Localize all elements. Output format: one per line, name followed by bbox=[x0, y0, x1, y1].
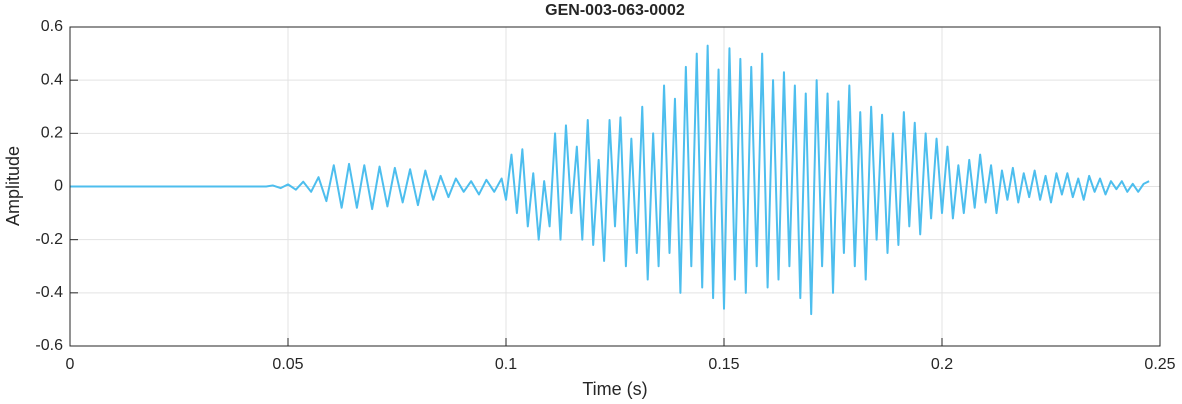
y-tick-label: 0.4 bbox=[41, 71, 63, 88]
x-axis-label: Time (s) bbox=[582, 379, 647, 399]
chart-title: GEN-003-063-0002 bbox=[545, 2, 685, 19]
x-tick-label: 0.15 bbox=[708, 356, 739, 373]
x-tick-label: 0.25 bbox=[1144, 356, 1175, 373]
axes-box bbox=[69, 26, 1161, 347]
y-tick-label: 0.2 bbox=[41, 125, 63, 142]
y-axis-label: Amplitude bbox=[3, 146, 23, 226]
y-tick-label: 0 bbox=[54, 178, 63, 195]
y-tick-label: -0.2 bbox=[35, 231, 63, 248]
x-tick-label: 0 bbox=[66, 356, 75, 373]
waveform-line bbox=[70, 44, 1150, 316]
y-tick-label: 0.6 bbox=[41, 18, 63, 35]
y-tick-label: -0.4 bbox=[35, 284, 63, 301]
y-tick-label: -0.6 bbox=[35, 337, 63, 354]
x-tick-label: 0.2 bbox=[931, 356, 953, 373]
x-tick-label: 0.1 bbox=[495, 356, 517, 373]
x-tick-label: 0.05 bbox=[272, 356, 303, 373]
